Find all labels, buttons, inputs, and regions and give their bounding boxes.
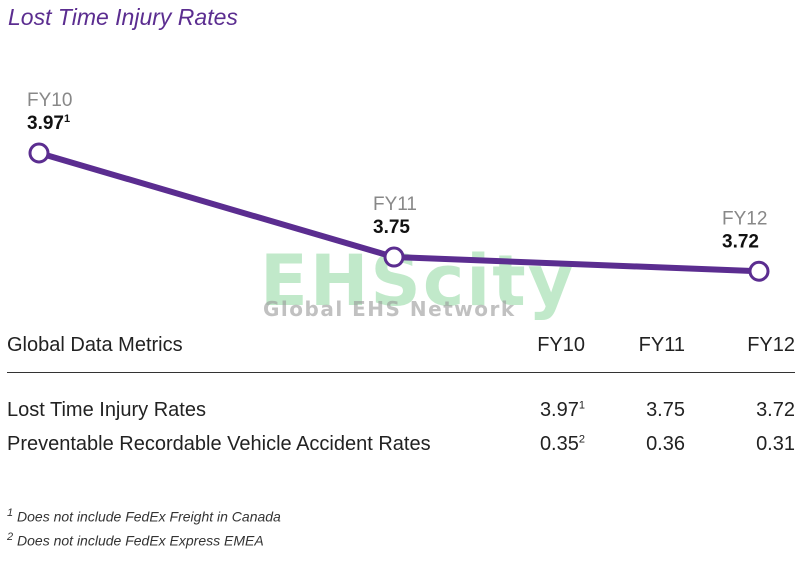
footnote-mark: 2	[7, 530, 14, 543]
table-row: Preventable Recordable Vehicle Accident …	[7, 433, 795, 467]
header-fy12: FY12	[747, 334, 795, 356]
data-point	[383, 246, 405, 268]
cell: 0.36	[646, 433, 685, 455]
watermark-logo: EHScity	[260, 240, 575, 322]
footnote: 2 Does not include FedEx Express EMEA	[7, 527, 281, 551]
header-metric: Global Data Metrics	[7, 334, 183, 356]
value-label: 3.75	[373, 217, 410, 238]
cell: 3.72	[756, 399, 795, 421]
footnote-ref: 1	[578, 399, 585, 412]
divider	[7, 372, 795, 373]
category-label: FY10	[27, 90, 72, 111]
data-point	[748, 260, 770, 282]
footnote: 1 Does not include FedEx Freight in Cana…	[7, 503, 281, 527]
category-label: FY12	[722, 208, 767, 229]
cell: 3.75	[646, 399, 685, 421]
table-header: Global Data Metrics FY10 FY11 FY12	[7, 334, 795, 368]
cell-value: 0.35	[539, 433, 579, 455]
metrics-table: Global Data Metrics FY10 FY11 FY12 Lost …	[7, 334, 795, 467]
footnotes: 1 Does not include FedEx Freight in Cana…	[7, 503, 281, 550]
cell-value: 3.97	[539, 399, 579, 421]
value-label: 3.971	[27, 113, 70, 134]
footnote-mark: 1	[7, 507, 14, 519]
cell: 0.31	[756, 433, 795, 455]
footnote-text: Does not include FedEx Express EMEA	[17, 532, 264, 549]
category-label: FY11	[373, 194, 417, 215]
header-fy10: FY10	[537, 334, 585, 356]
cell: 3.971	[540, 399, 585, 422]
table-row: Lost Time Injury Rates 3.971 3.75 3.72	[7, 399, 795, 433]
header-fy11: FY11	[638, 334, 685, 356]
data-point	[28, 142, 50, 164]
footnote-text: Does not include FedEx Freight in Canada	[17, 508, 281, 525]
row-label: Preventable Recordable Vehicle Accident …	[7, 433, 431, 455]
cell: 0.352	[540, 433, 585, 456]
watermark-subtitle: Global EHS Network	[263, 297, 516, 321]
row-label: Lost Time Injury Rates	[7, 399, 206, 421]
footnote-ref: 2	[578, 433, 585, 446]
value-label: 3.72	[722, 231, 759, 252]
chart-title: Lost Time Injury Rates	[8, 4, 238, 30]
